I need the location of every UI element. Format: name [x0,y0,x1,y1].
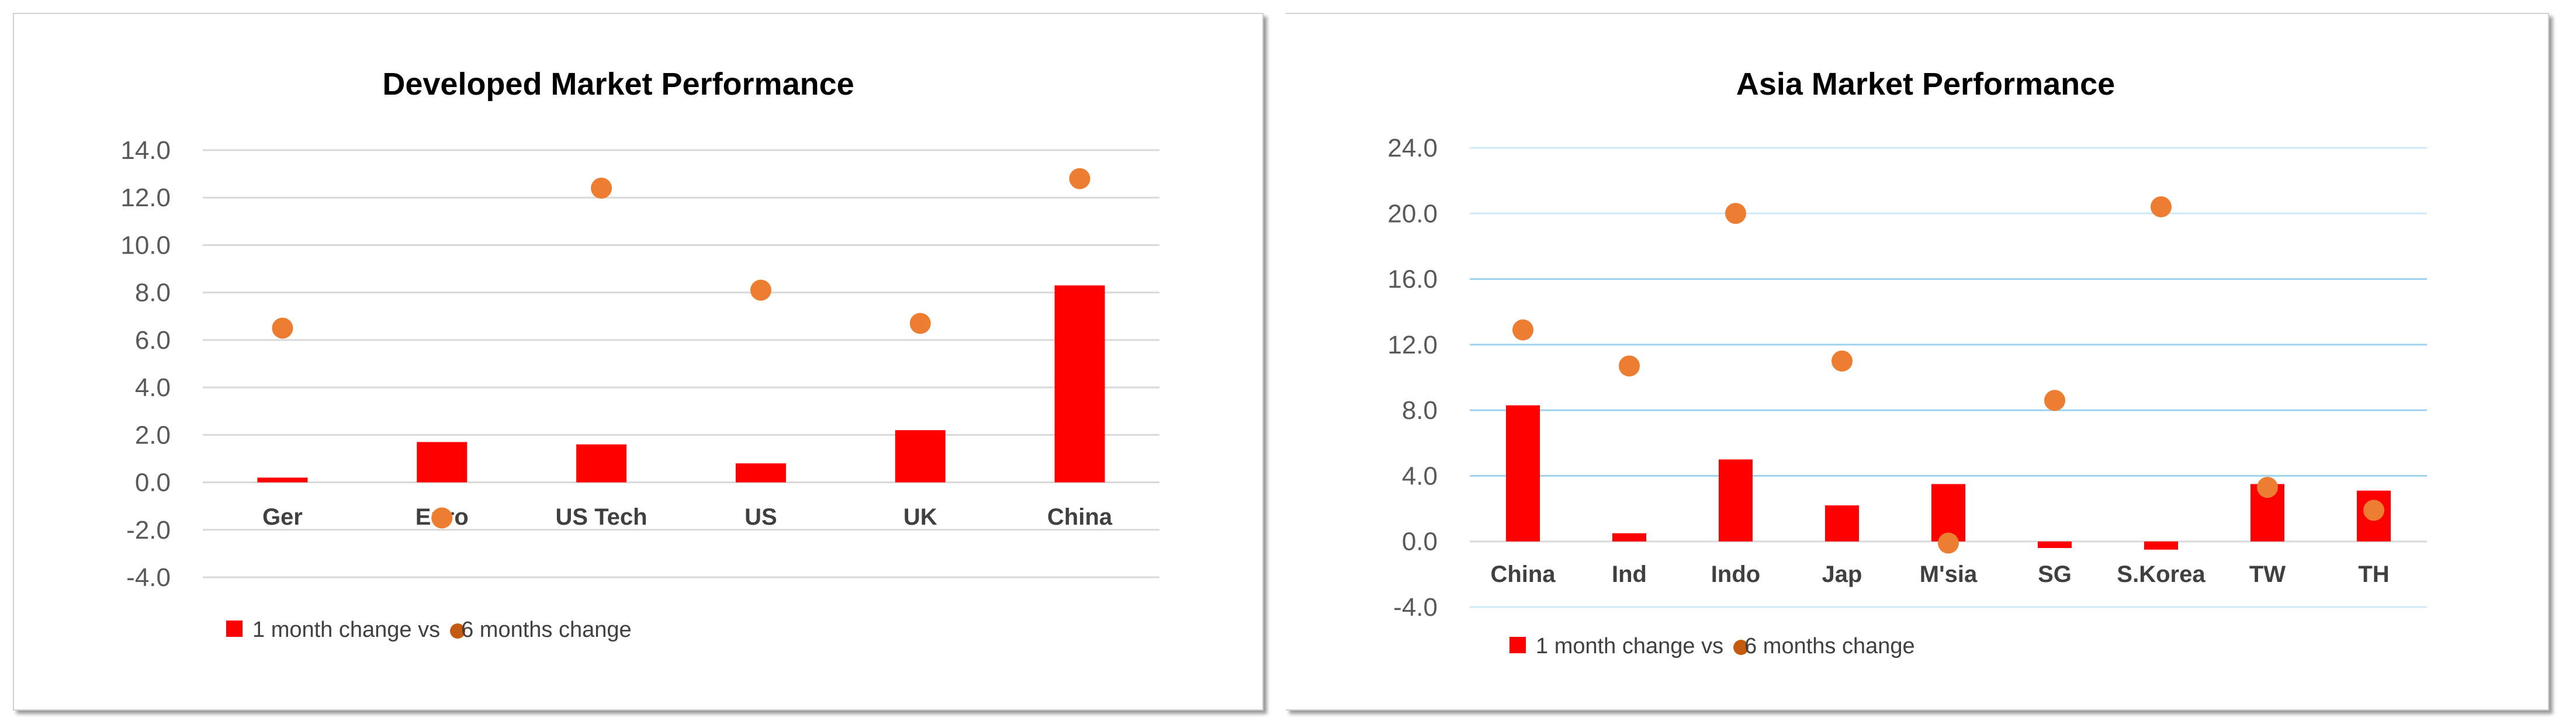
chart-title: Asia Market Performance [1736,67,2115,102]
legend-dot-swatch [450,623,466,639]
dot-6-months [1725,203,1746,224]
y-tick-label: -4.0 [126,563,171,592]
bar-1-month [1931,484,1965,542]
bar-1-month [1054,285,1105,483]
y-tick-label: 12.0 [120,183,171,212]
x-category-label: Indo [1711,561,1760,587]
bar-1-month [576,444,627,483]
dot-6-months [1512,319,1533,341]
bar-1-month [895,430,946,483]
dot-6-months [1938,532,1959,554]
bar-1-month [257,477,308,483]
legend-label-6-months: 6 months change [1744,634,1915,658]
dot-6-months [1831,350,1853,372]
y-tick-label: 4.0 [1402,462,1438,490]
dot-6-months [272,317,293,339]
dot-6-months [2151,196,2172,218]
asia-market-chart: Asia Market Performance -4.0 0.0 4.0 8.0 12.0… [1387,67,2427,658]
x-category-label: UK [903,504,937,530]
y-tick-label: 12.0 [1387,331,1438,359]
dot-6-months [909,313,931,334]
x-category-label: M'sia [1920,561,1978,587]
bar-1-month [2144,541,2178,550]
asia-market-chart-panel [1286,13,2549,710]
dot-6-months [2044,390,2065,411]
x-category-label: S.Korea [2117,561,2205,587]
x-category-label: US [745,504,777,530]
y-tick-label: 24.0 [1387,134,1438,162]
y-tick-label: -4.0 [1393,593,1438,622]
y-tick-label: 16.0 [1387,265,1438,294]
y-tick-label: 2.0 [135,421,171,449]
y-tick-label: 8.0 [135,279,171,307]
bar-1-month [1825,505,1859,542]
x-category-label: US Tech [556,504,648,530]
y-tick-label: 4.0 [135,373,171,402]
x-category-label: Jap [1822,561,1862,587]
y-tick-label: 0.0 [135,469,171,497]
legend-bar-swatch [226,621,243,637]
x-category-label: Ind [1612,561,1647,587]
y-tick-label: 6.0 [135,326,171,355]
legend-dot-swatch [1733,640,1749,655]
dot-6-months [591,177,612,199]
bar-1-month [417,442,468,483]
legend-label-1-month: 1 month change vs [252,618,440,642]
bar-1-month [1612,533,1646,542]
dot-6-months [1069,168,1090,189]
legend-label-1-month: 1 month change vs [1536,634,1723,658]
bar-1-month [2038,541,2072,548]
dot-6-months [431,507,453,529]
developed-market-chart: Developed Market Performance -4.0 -2.0 0.0 2… [120,67,1159,642]
y-tick-label: 14.0 [120,136,171,165]
x-category-label: China [1047,504,1113,530]
legend-label-6-months: 6 months change [461,618,632,642]
dot-6-months [750,279,771,301]
dot-6-months [2363,500,2384,521]
dot-6-months [1619,355,1640,377]
y-tick-label: 20.0 [1387,199,1438,228]
y-tick-label: 0.0 [1402,528,1438,556]
legend-bar-swatch [1509,637,1526,653]
bar-1-month [1719,459,1753,542]
y-tick-label: 10.0 [120,231,171,259]
x-category-label: Ger [262,504,303,530]
dot-6-months [2257,477,2278,498]
x-category-label: TW [2249,561,2286,587]
bar-1-month [735,463,786,483]
x-category-label: China [1490,561,1556,587]
chart-title: Developed Market Performance [382,67,854,102]
x-category-label: SG [2038,561,2072,587]
bar-1-month [1506,405,1540,542]
x-category-label: TH [2358,561,2389,587]
y-tick-label: -2.0 [126,516,171,545]
y-tick-label: 8.0 [1402,396,1438,425]
